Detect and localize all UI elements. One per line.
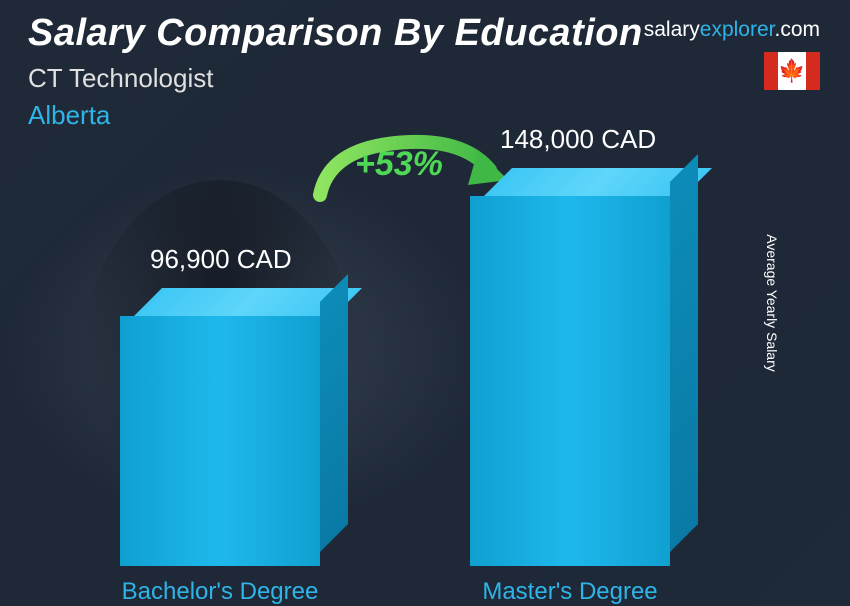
- percent-increase-badge: +53%: [355, 145, 443, 184]
- country-flag-icon: 🍁: [764, 52, 820, 90]
- maple-leaf-icon: 🍁: [778, 60, 805, 82]
- bar-side-face: [670, 154, 698, 552]
- job-subtitle: CT Technologist: [28, 63, 822, 94]
- bar-bachelors: 96,900 CAD Bachelor's Degree: [120, 316, 320, 566]
- bar-3d-shape: [470, 196, 670, 566]
- bar-category-label: Master's Degree: [482, 578, 657, 606]
- chart-area: +53% 96,900 CAD Bachelor's Degree 148,00…: [0, 150, 850, 566]
- bar-value-label: 148,000 CAD: [500, 124, 656, 155]
- brand-part3: .com: [774, 18, 820, 41]
- brand-logo-text: salaryexplorer.com: [644, 18, 820, 42]
- flag-band-right: [806, 52, 820, 90]
- bar-category-label: Bachelor's Degree: [122, 578, 319, 606]
- flag-band-left: [764, 52, 778, 90]
- bar-3d-shape: [120, 316, 320, 566]
- bar-front-face: [470, 196, 670, 566]
- brand-part1: salary: [644, 18, 700, 41]
- bar-masters: 148,000 CAD Master's Degree: [470, 196, 670, 566]
- bar-value-label: 96,900 CAD: [150, 244, 292, 275]
- bar-side-face: [320, 274, 348, 552]
- region-label: Alberta: [28, 100, 822, 131]
- brand-part2: explorer: [700, 18, 775, 41]
- bar-front-face: [120, 316, 320, 566]
- flag-center: 🍁: [778, 52, 806, 90]
